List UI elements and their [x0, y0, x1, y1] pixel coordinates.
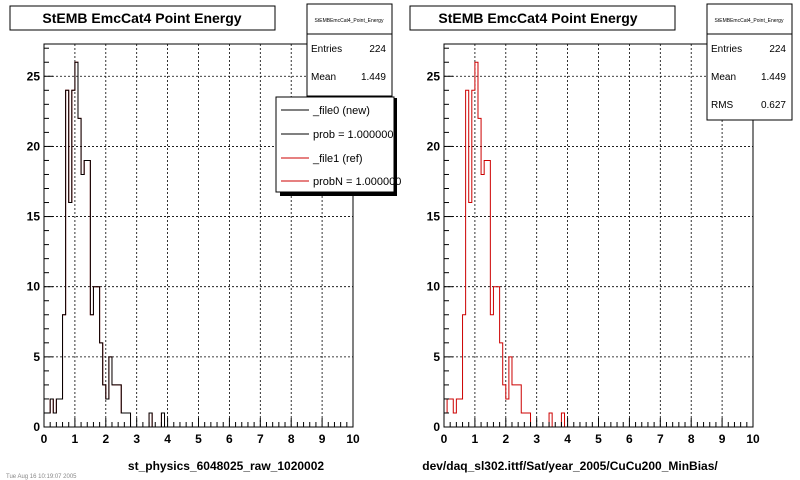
x-tick-label: 2 [102, 432, 109, 446]
stats-box-frame [306, 3, 393, 97]
panel-title-box [9, 5, 276, 31]
x-tick-label: 10 [346, 432, 360, 446]
y-tick-label: 15 [427, 210, 441, 224]
y-tick-label: 0 [33, 420, 40, 434]
legend-label-file1: _file1 (ref) [312, 153, 363, 165]
x-tick-label: 5 [595, 432, 602, 446]
legend: _file0 (new) prob = 1.000000 _file1 (ref… [275, 96, 401, 196]
x-tick-label: 0 [41, 432, 48, 446]
x-tick-label: 0 [441, 432, 448, 446]
x-tick-label: 10 [746, 432, 760, 446]
y-tick-label: 5 [33, 350, 40, 364]
left-panel: StEMB EmcCat4 Point Energy 0 1 2 3 4 5 6 7 8 9 100… [6, 5, 360, 480]
x-tick-label: 7 [257, 432, 264, 446]
stats-label-rms: RMS [711, 100, 734, 111]
stats-value-entries: 224 [769, 44, 786, 55]
x-tick-label: 1 [472, 432, 479, 446]
y-tick-label: 25 [27, 69, 41, 83]
plot-frame [444, 44, 753, 427]
x-tick-label: 7 [657, 432, 664, 446]
x-tick-label: 9 [319, 432, 326, 446]
stats-header: StEMBEmcCat4_Point_Energy [715, 18, 784, 24]
panel-title: StEMB EmcCat4 Point Energy [438, 10, 637, 26]
x-tick-label: 3 [533, 432, 540, 446]
stats-box: StEMBEmcCat4_Point_Energy Entries 224 Me… [306, 3, 393, 97]
x-tick-label: 9 [719, 432, 726, 446]
legend-label-file0: _file0 (new) [312, 105, 370, 117]
y-tick-label: 15 [27, 210, 41, 224]
plot-area: 0 1 2 3 4 5 6 7 8 9 10 0 5 10 15 20 25 [427, 43, 760, 446]
panel-title: StEMB EmcCat4 Point Energy [42, 10, 241, 26]
stats-label-entries: Entries [311, 44, 342, 55]
stats-value-entries: 224 [369, 44, 386, 55]
x-tick-label: 8 [688, 432, 695, 446]
x-tick-label: 6 [626, 432, 633, 446]
x-tick-label: 6 [226, 432, 233, 446]
stats-box-frame [706, 3, 793, 121]
x-axis-label: dev/daq_sl302.ittf/Sat/year_2005/CuCu200… [422, 459, 718, 473]
panel-title-box [409, 5, 676, 31]
x-tick-label: 5 [195, 432, 202, 446]
stats-box: StEMBEmcCat4_Point_Energy Entries 224 Me… [706, 3, 793, 121]
plot-area: 0 1 2 3 4 5 6 7 8 9 10 0 5 10 15 20 25 [27, 43, 360, 446]
y-tick-label: 10 [27, 280, 41, 294]
x-tick-label: 2 [502, 432, 509, 446]
stats-value-mean: 1.449 [361, 72, 386, 83]
y-tick-label: 5 [433, 350, 440, 364]
x-tick-label: 3 [133, 432, 140, 446]
x-tick-label: 1 [72, 432, 79, 446]
timestamp-footer: Tue Aug 16 10:19:07 2005 [6, 474, 77, 480]
stats-value-mean: 1.449 [761, 72, 786, 83]
stats-label-entries: Entries [711, 44, 742, 55]
right-panel: StEMB EmcCat4 Point Energy 0 1 2 3 4 5 6 7 8 9 100… [409, 5, 760, 473]
stats-label-mean: Mean [311, 72, 336, 83]
y-tick-label: 10 [427, 280, 441, 294]
stats-value-rms: 0.627 [761, 100, 786, 111]
x-axis-label: st_physics_6048025_raw_1020002 [128, 459, 324, 473]
y-tick-label: 0 [433, 420, 440, 434]
legend-frame [275, 96, 395, 193]
legend-label-prob: prob = 1.000000 [313, 129, 393, 141]
x-tick-label: 8 [288, 432, 295, 446]
stats-label-mean: Mean [711, 72, 736, 83]
legend-label-probn: probN = 1.000000 [313, 176, 401, 188]
y-tick-label: 20 [27, 139, 41, 153]
x-tick-label: 4 [164, 432, 171, 446]
stats-header: StEMBEmcCat4_Point_Energy [315, 18, 384, 24]
y-tick-label: 20 [427, 139, 441, 153]
x-tick-label: 4 [564, 432, 571, 446]
y-tick-label: 25 [427, 69, 441, 83]
